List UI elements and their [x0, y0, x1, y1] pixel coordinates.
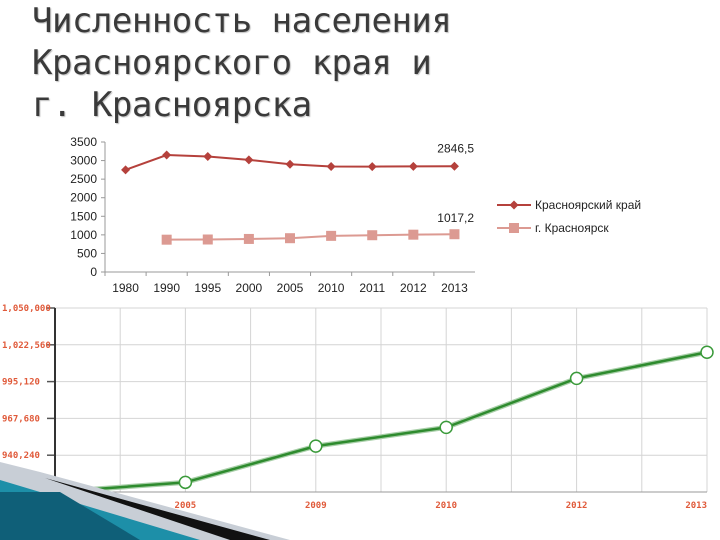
y-tick-label: 995,120 — [2, 378, 40, 388]
series-line — [54, 351, 708, 494]
series-line-2 — [166, 233, 455, 241]
x-tick-label: 2012 — [566, 501, 588, 511]
data-point-marker — [439, 420, 453, 435]
x-tick-label: 1990 — [153, 281, 180, 295]
data-point-marker — [700, 345, 714, 360]
data-point-marker — [161, 234, 172, 245]
x-tick-label: 2013 — [441, 281, 468, 295]
y-tick-label: 1,022,560 — [2, 341, 51, 351]
legend-label: Красноярский край — [535, 198, 641, 212]
data-point-marker — [121, 165, 131, 175]
title-line-2: Красноярского края и — [32, 43, 432, 83]
decorative-ribbon — [0, 492, 140, 540]
data-point-marker — [326, 162, 336, 172]
x-tick-label: 2011 — [359, 281, 385, 295]
data-point-marker — [162, 150, 172, 160]
y-tick-label: 2500 — [70, 172, 97, 186]
data-point-marker — [367, 162, 377, 172]
data-point-marker — [449, 229, 460, 240]
data-point-marker — [178, 475, 193, 490]
y-tick-label: 0 — [90, 265, 97, 279]
y-tick-label: 2000 — [70, 191, 97, 205]
title-line-1: Численность населения — [32, 1, 452, 41]
x-tick-label: 2010 — [435, 501, 457, 511]
data-point-marker — [367, 230, 378, 241]
population-chart-top: 3500 3000 2500 2000 1500 1000 500 0 1980 1990 1995… — [70, 135, 641, 295]
y-tick-label: 1,050,000 — [2, 304, 51, 314]
x-tick-label: 1980 — [112, 281, 139, 295]
y-tick-label: 940,240 — [2, 451, 40, 461]
y-tick-label: 1000 — [70, 228, 97, 242]
data-point-marker — [243, 233, 254, 244]
data-point-marker — [285, 233, 295, 244]
data-point-marker — [309, 439, 323, 453]
data-point-marker — [202, 234, 213, 245]
title-line-3: г. Красноярска — [32, 85, 312, 125]
annotation-krai-2013: 2846,5 — [437, 141, 474, 155]
page-title: Численность населения Красноярского края… — [32, 0, 452, 126]
data-point-marker — [285, 159, 295, 169]
data-point-marker — [408, 161, 418, 171]
y-tick-label: 3000 — [70, 154, 97, 168]
data-point-marker — [244, 155, 254, 165]
x-tick-label: 2010 — [318, 281, 345, 295]
y-tick-label: 500 — [77, 246, 97, 260]
decorative-ribbon — [45, 478, 270, 540]
y-tick-label: 3500 — [70, 135, 97, 149]
data-point-marker — [326, 230, 337, 241]
x-tick-label: 2005 — [277, 281, 304, 295]
y-tick-label: 967,680 — [2, 414, 40, 424]
x-tick-label: 2009 — [305, 501, 327, 511]
data-point-marker — [203, 151, 213, 161]
legend-swatch-marker — [509, 223, 519, 233]
legend-label: г. Красноярск — [535, 221, 609, 235]
y-tick-label: 1500 — [70, 209, 97, 223]
data-point-marker — [569, 371, 584, 386]
x-tick-label: 1995 — [194, 281, 221, 295]
x-tick-label: 2000 — [236, 281, 263, 295]
annotation-city-2013: 1017,2 — [437, 211, 474, 225]
data-point-marker — [449, 161, 459, 171]
data-point-marker — [408, 229, 419, 240]
x-tick-label: 2013 — [685, 501, 707, 511]
x-tick-label: 2005 — [175, 501, 197, 511]
legend-swatch-marker — [509, 200, 519, 210]
x-tick-label: 2012 — [400, 281, 427, 295]
